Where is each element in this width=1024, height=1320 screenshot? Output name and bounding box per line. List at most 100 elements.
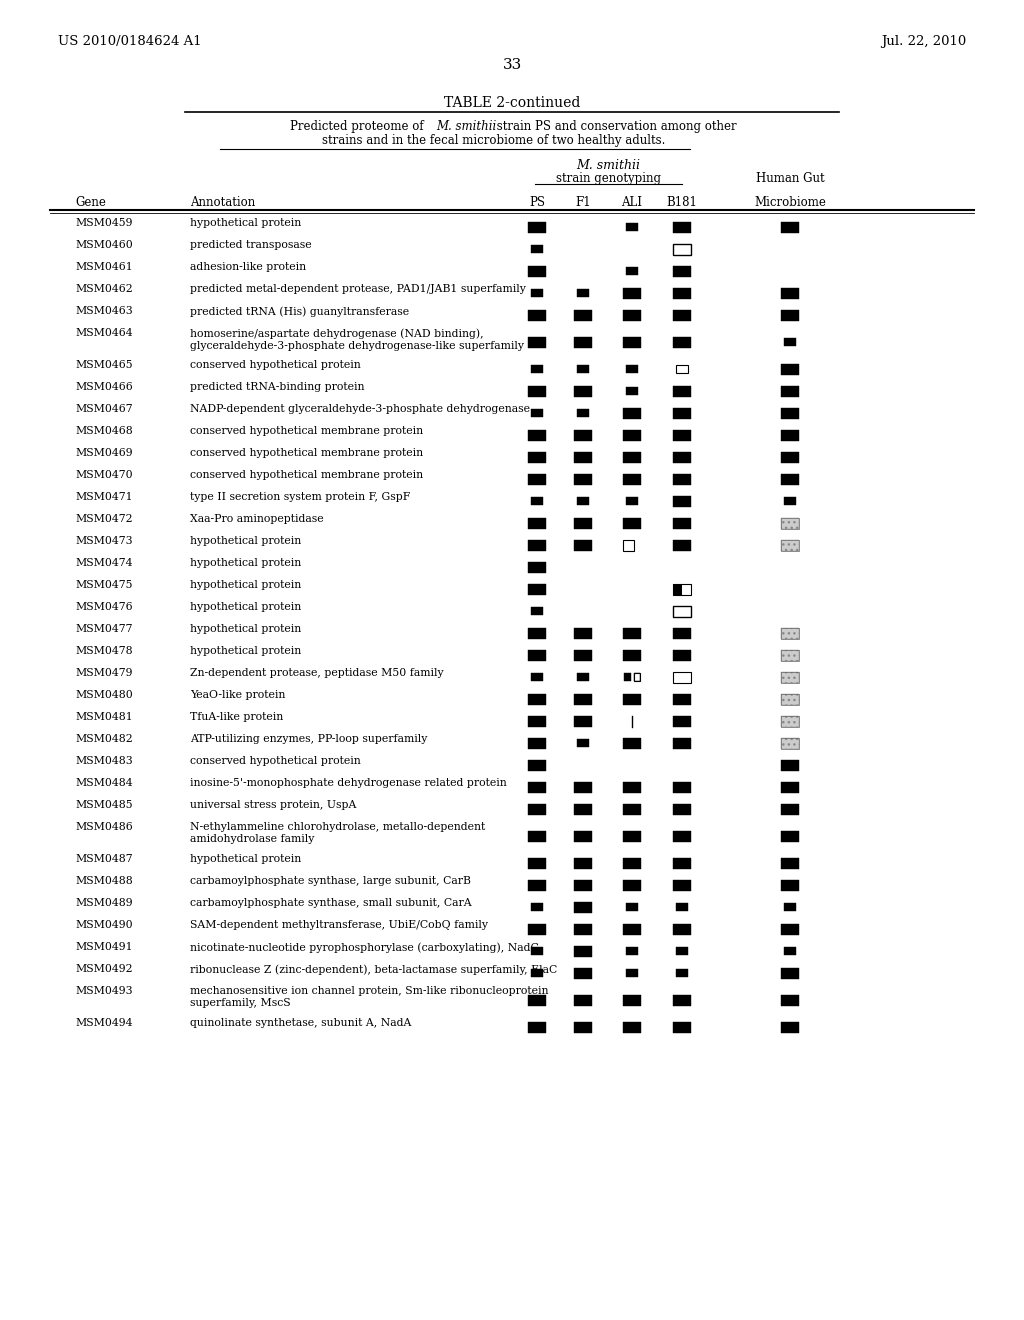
Bar (673, 243, 691, 255)
Text: US 2010/0184624 A1: US 2010/0184624 A1 (58, 36, 202, 48)
Bar (673, 583, 682, 594)
Bar (528, 759, 546, 771)
Text: hypothetical protein: hypothetical protein (190, 854, 301, 865)
Bar (781, 222, 799, 232)
Bar (528, 265, 546, 276)
Bar (574, 781, 592, 792)
Bar (578, 364, 589, 374)
Text: ALI: ALI (622, 195, 642, 209)
Text: Xaa-Pro aminopeptidase: Xaa-Pro aminopeptidase (190, 513, 324, 524)
Bar (673, 517, 691, 528)
Bar (623, 309, 641, 321)
Bar (531, 946, 543, 956)
Text: MSM0475: MSM0475 (75, 579, 132, 590)
Text: TABLE 2-continued: TABLE 2-continued (443, 96, 581, 110)
Bar (574, 540, 592, 550)
Bar (673, 474, 691, 484)
Text: hypothetical protein: hypothetical protein (190, 218, 301, 228)
Bar (574, 994, 592, 1006)
Bar (574, 309, 592, 321)
Bar (531, 289, 543, 297)
Bar (531, 496, 543, 506)
Bar (574, 945, 592, 957)
Text: strain PS and conservation among other: strain PS and conservation among other (493, 120, 736, 133)
Text: conserved hypothetical protein: conserved hypothetical protein (190, 756, 360, 766)
Bar (781, 738, 799, 748)
Bar (528, 693, 546, 705)
Bar (784, 946, 796, 956)
Text: MSM0473: MSM0473 (75, 536, 133, 546)
Bar (781, 879, 799, 891)
Bar (528, 429, 546, 441)
Text: hypothetical protein: hypothetical protein (190, 645, 301, 656)
Text: MSM0485: MSM0485 (75, 800, 133, 810)
Bar (781, 693, 799, 705)
Text: MSM0492: MSM0492 (75, 964, 133, 974)
Bar (528, 451, 546, 462)
Bar (784, 338, 796, 346)
Text: conserved hypothetical membrane protein: conserved hypothetical membrane protein (190, 447, 423, 458)
Bar (781, 1022, 799, 1032)
Bar (623, 858, 641, 869)
Bar (528, 994, 546, 1006)
Bar (781, 759, 799, 771)
Text: Gene: Gene (75, 195, 105, 209)
Bar (528, 804, 546, 814)
Text: carbamoylphosphate synthase, small subunit, CarA: carbamoylphosphate synthase, small subun… (190, 898, 472, 908)
Text: hypothetical protein: hypothetical protein (190, 624, 301, 634)
Text: hypothetical protein: hypothetical protein (190, 579, 301, 590)
Text: B181: B181 (667, 195, 697, 209)
Bar (574, 879, 592, 891)
Text: MSM0476: MSM0476 (75, 602, 133, 612)
Bar (626, 969, 638, 977)
Bar (528, 738, 546, 748)
Text: 33: 33 (503, 58, 521, 73)
Text: Zn-dependent protease, peptidase M50 family: Zn-dependent protease, peptidase M50 fam… (190, 668, 443, 678)
Bar (781, 540, 799, 550)
Text: Jul. 22, 2010: Jul. 22, 2010 (881, 36, 966, 48)
Bar (574, 429, 592, 441)
Text: MSM0468: MSM0468 (75, 426, 133, 436)
Bar (574, 715, 592, 726)
Bar (673, 781, 691, 792)
Text: MSM0462: MSM0462 (75, 284, 133, 294)
Bar (574, 968, 592, 978)
Bar (528, 337, 546, 347)
Bar (781, 385, 799, 396)
Bar (673, 804, 691, 814)
Bar (528, 715, 546, 726)
Bar (784, 903, 796, 911)
Text: MSM0479: MSM0479 (75, 668, 132, 678)
Bar (531, 364, 543, 374)
Text: PS: PS (529, 195, 545, 209)
Bar (781, 804, 799, 814)
Bar (673, 994, 691, 1006)
Bar (574, 385, 592, 396)
Bar (574, 649, 592, 660)
Bar (673, 540, 691, 550)
Bar (676, 946, 688, 956)
Bar (528, 583, 546, 594)
Bar (673, 337, 691, 347)
Bar (528, 561, 546, 573)
Text: M. smithii: M. smithii (436, 120, 497, 133)
Text: predicted tRNA-binding protein: predicted tRNA-binding protein (190, 381, 365, 392)
Text: MSM0472: MSM0472 (75, 513, 133, 524)
Bar (673, 715, 691, 726)
Text: MSM0490: MSM0490 (75, 920, 133, 931)
Bar (781, 649, 799, 660)
Bar (673, 649, 691, 660)
Text: Annotation: Annotation (190, 195, 255, 209)
Bar (781, 858, 799, 869)
Bar (528, 385, 546, 396)
Text: conserved hypothetical protein: conserved hypothetical protein (190, 360, 360, 370)
Text: MSM0493: MSM0493 (75, 986, 133, 997)
Bar (781, 672, 799, 682)
Bar (574, 804, 592, 814)
Text: hypothetical protein: hypothetical protein (190, 602, 301, 612)
Text: strain genotyping: strain genotyping (555, 172, 660, 185)
Bar (623, 649, 641, 660)
Text: adhesion-like protein: adhesion-like protein (190, 261, 306, 272)
Bar (578, 739, 589, 747)
Text: MSM0471: MSM0471 (75, 492, 133, 502)
